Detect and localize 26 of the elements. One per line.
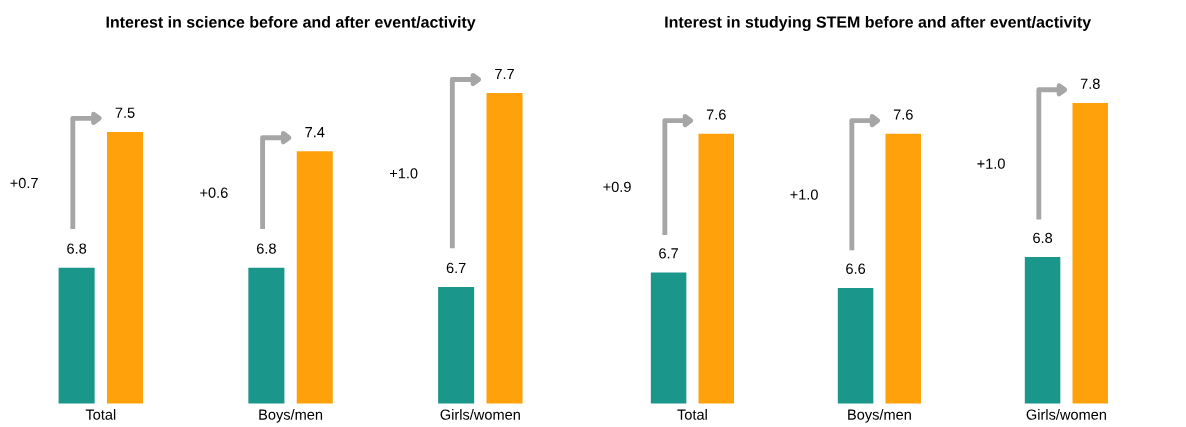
data-label: 6.7 (446, 262, 466, 274)
annotation: +0.6 (200, 187, 228, 198)
data-label: 6.8 (1033, 232, 1053, 244)
x-tick-label: Total (85, 409, 116, 420)
annotation: +0.9 (603, 181, 631, 192)
data-label: 7.4 (305, 127, 325, 138)
data-label: 7.6 (706, 109, 726, 120)
x-tick-label: Boys/men (848, 409, 911, 423)
annotation: +1.0 (790, 189, 818, 200)
data-label: 6.6 (846, 263, 866, 274)
x-tick-label: Boys/men (259, 409, 323, 423)
x-tick-label: Girls/women (1026, 409, 1106, 420)
chart-title: Interest in science before and after event/activity (106, 16, 476, 31)
annotation: +1.0 (389, 168, 418, 179)
x-tick-label: Girls/women (440, 409, 520, 420)
data-label: 6.7 (659, 248, 678, 259)
data-label: 7.6 (893, 109, 913, 120)
data-label: 6.8 (67, 243, 87, 254)
x-tick-label: Total (677, 409, 707, 420)
annotation: +0.7 (10, 177, 38, 189)
data-label: 7.7 (495, 68, 514, 79)
chart-title: Interest in studying STEM before and after event/activity (665, 16, 1092, 31)
data-label: 6.8 (256, 243, 276, 254)
data-label: 7.8 (1080, 78, 1100, 89)
annotation: +1.0 (977, 158, 1005, 169)
data-label: 7.5 (115, 107, 135, 118)
